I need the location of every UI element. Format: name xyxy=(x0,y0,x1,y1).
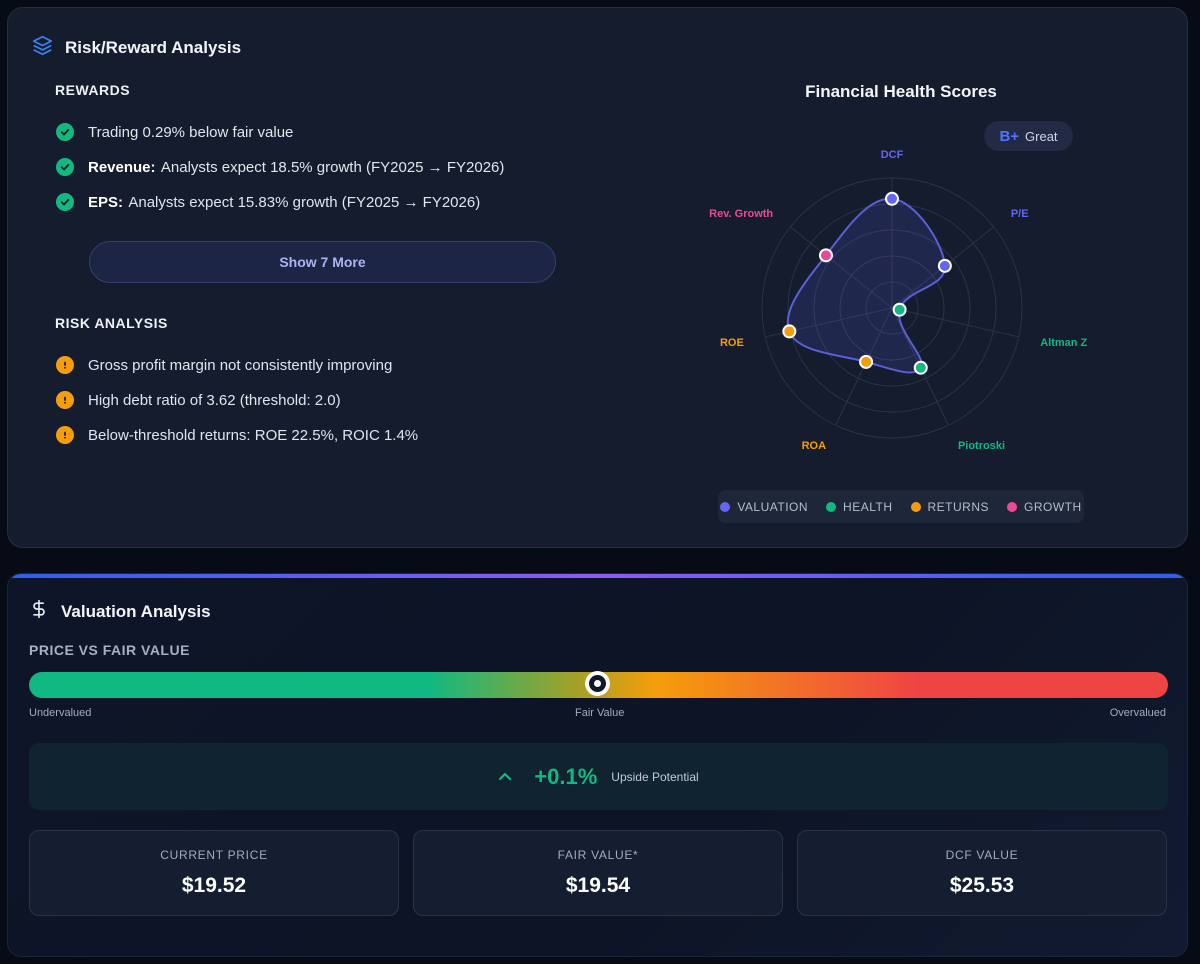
legend-dot xyxy=(1007,501,1018,512)
rewards-label: REWARDS xyxy=(55,82,131,98)
grade-value: B+ xyxy=(999,127,1020,145)
legend-item-growth: GROWTH xyxy=(1007,500,1082,514)
fair-value-stat: FAIR VALUE* $19.54 xyxy=(413,830,783,916)
radar-area xyxy=(786,197,946,374)
upside-value: +0.1% xyxy=(534,763,598,789)
reward-text: Analysts expect 18.5% growth (FY2025 → F… xyxy=(160,158,505,176)
legend-item-valuation: VALUATION xyxy=(720,500,808,514)
upside-panel: +0.1% Upside Potential xyxy=(29,743,1168,810)
risk-reward-title: Risk/Reward Analysis xyxy=(65,38,242,57)
risk-analysis-label: RISK ANALYSIS xyxy=(55,315,168,331)
stat-value: $25.53 xyxy=(949,874,1015,897)
legend-label: RETURNS xyxy=(927,499,990,514)
valuation-marker[interactable] xyxy=(585,671,610,696)
radar-point-roa xyxy=(859,354,874,369)
radar-point-altman-z xyxy=(892,302,907,317)
risk-reward-card: Risk/Reward Analysis REWARDS Trading 0.2… xyxy=(7,7,1188,548)
legend-dot xyxy=(720,501,731,512)
reward-item: EPS: Analysts expect 15.83% growth (FY20… xyxy=(56,193,480,211)
radar-point-roe xyxy=(782,324,797,339)
legend-dot xyxy=(910,501,921,512)
legend-label: HEALTH xyxy=(843,499,893,514)
chevron-up-icon xyxy=(498,768,512,786)
legend-label: VALUATION xyxy=(737,499,809,514)
radar-spoke xyxy=(790,226,893,309)
current-price-stat: CURRENT PRICE $19.52 xyxy=(29,830,399,916)
upside-label: Upside Potential xyxy=(611,769,699,784)
check-circle-icon xyxy=(56,123,74,141)
radar-axis-label: Piotroski xyxy=(958,440,1005,452)
show-more-button[interactable]: Show 7 More xyxy=(89,241,556,283)
radar-point-piotroski xyxy=(913,360,928,375)
radar-axis-label: ROE xyxy=(720,337,744,349)
reward-prefix: Revenue: xyxy=(88,158,156,176)
legend-dot xyxy=(826,501,837,512)
legend-label: GROWTH xyxy=(1024,499,1082,514)
stat-value: $19.52 xyxy=(181,874,247,897)
valuation-card: Valuation Analysis PRICE VS FAIR VALUE U… xyxy=(7,573,1188,957)
dollar-icon xyxy=(29,598,49,625)
undervalued-label: Undervalued xyxy=(29,707,92,719)
reward-text: Analysts expect 15.83% growth (FY2025 → … xyxy=(128,193,481,211)
radar-axis-label: Rev. Growth xyxy=(709,208,773,220)
radar-legend: VALUATION HEALTH RETURNS GROWTH xyxy=(718,490,1084,523)
risk-text: High debt ratio of 3.62 (threshold: 2.0) xyxy=(88,391,341,409)
health-scores-title: Financial Health Scores xyxy=(805,82,997,101)
grade-label: Great xyxy=(1025,128,1058,144)
grade-badge: B+ Great xyxy=(984,121,1073,151)
accent-bar xyxy=(8,574,1187,578)
radar-point-p-e xyxy=(937,258,952,273)
radar-axis-label: DCF xyxy=(881,149,904,161)
risk-item: Below-threshold returns: ROE 22.5%, ROIC… xyxy=(56,426,418,444)
overvalued-label: Overvalued xyxy=(1109,707,1166,719)
warning-icon xyxy=(56,391,74,409)
fair-value-label: Fair Value xyxy=(575,707,625,719)
stat-label: CURRENT PRICE xyxy=(160,848,268,862)
reward-prefix: EPS: xyxy=(88,193,124,211)
legend-item-returns: RETURNS xyxy=(910,499,990,514)
radar-axis-label: Altman Z xyxy=(1040,337,1087,349)
risk-item: Gross profit margin not consistently imp… xyxy=(56,356,392,374)
reward-text: Trading 0.29% below fair value xyxy=(88,123,294,141)
radar-axis-label: ROA xyxy=(802,440,827,452)
layers-icon xyxy=(32,35,53,61)
valuation-title: Valuation Analysis xyxy=(61,601,211,621)
check-circle-icon xyxy=(56,193,74,211)
risk-text: Below-threshold returns: ROE 22.5%, ROIC… xyxy=(88,426,419,444)
stat-label: DCF VALUE xyxy=(945,848,1019,862)
price-vs-fair-label: PRICE VS FAIR VALUE xyxy=(29,642,190,658)
radar-axis-label: P/E xyxy=(1011,208,1029,220)
radar-chart: DCF P/E Altman Z Piotroski ROA ROE Rev. Growth xyxy=(709,149,1087,452)
risk-text: Gross profit margin not consistently imp… xyxy=(88,356,393,374)
reward-item: Revenue: Analysts expect 18.5% growth (F… xyxy=(56,158,504,176)
check-circle-icon xyxy=(56,158,74,176)
radar-point-dcf xyxy=(885,191,899,206)
warning-icon xyxy=(56,356,74,374)
legend-item-health: HEALTH xyxy=(826,500,892,514)
dcf-value-stat: DCF VALUE $25.53 xyxy=(797,830,1167,916)
radar-point-rev-growth xyxy=(818,248,833,263)
stat-value: $19.54 xyxy=(565,874,631,897)
valuation-header: Valuation Analysis xyxy=(29,598,211,625)
reward-item: Trading 0.29% below fair value xyxy=(56,123,293,141)
risk-item: High debt ratio of 3.62 (threshold: 2.0) xyxy=(56,391,341,409)
risk-reward-header: Risk/Reward Analysis xyxy=(32,35,241,61)
warning-icon xyxy=(56,426,74,444)
radar-spoke xyxy=(891,307,1019,338)
stat-label: FAIR VALUE* xyxy=(557,848,639,862)
